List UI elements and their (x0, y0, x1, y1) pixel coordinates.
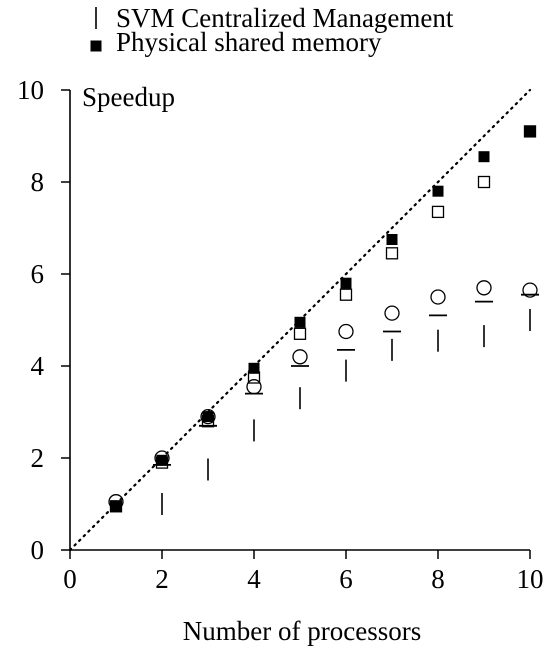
open-circle-point (384, 305, 400, 321)
filled-square-point (202, 411, 214, 423)
series-open-circle (108, 280, 538, 510)
open-square-point (431, 205, 445, 219)
y-tick-label: 0 (31, 535, 45, 565)
open-circle-point (200, 408, 216, 425)
series-filled-square (110, 125, 536, 512)
open-square-point (339, 288, 353, 301)
filled-square-point (478, 151, 490, 163)
open-circle-point (476, 280, 492, 296)
ticks: 0 2 4 6 8 10 0 2 4 6 8 10 (17, 75, 544, 594)
filled-square-point (524, 125, 536, 137)
y-tick-label: 6 (31, 259, 45, 289)
legend-label: Physical shared memory (116, 27, 382, 57)
open-circle-point (338, 323, 354, 340)
filled-square-point (156, 454, 168, 466)
legend-label: SVM Centralized Management (116, 3, 454, 33)
filled-square-point (110, 500, 122, 512)
y-tick-label: 10 (17, 75, 44, 105)
x-tick-label: 10 (517, 564, 544, 594)
open-circle-point (522, 282, 538, 298)
x-axis-label: Number of processors (183, 616, 421, 646)
filled-square-point (432, 185, 444, 197)
legend-marker (90, 40, 102, 52)
x-tick-label: 4 (247, 564, 261, 594)
y-axis-label: Speedup (82, 82, 175, 112)
data-marks (108, 125, 539, 515)
open-square-point (293, 327, 307, 340)
series-vertical-tick (161, 309, 531, 515)
open-square-point (385, 247, 399, 260)
filled-square-point (248, 362, 260, 374)
open-circle-point (292, 349, 308, 365)
open-circle-point (430, 289, 446, 305)
axes (69, 90, 530, 551)
filled-square-point (340, 277, 352, 289)
x-tick-label: 8 (431, 564, 445, 594)
open-square-point (477, 175, 491, 189)
series-open-square (109, 125, 537, 513)
y-tick-label: 2 (31, 443, 45, 473)
x-tick-label: 6 (339, 564, 353, 594)
x-tick-label: 2 (155, 564, 169, 594)
filled-square-point (386, 234, 398, 245)
y-tick-label: 4 (31, 351, 45, 381)
x-tick-label: 0 (63, 564, 77, 594)
filled-square-point (294, 316, 306, 328)
y-tick-label: 8 (31, 167, 45, 197)
